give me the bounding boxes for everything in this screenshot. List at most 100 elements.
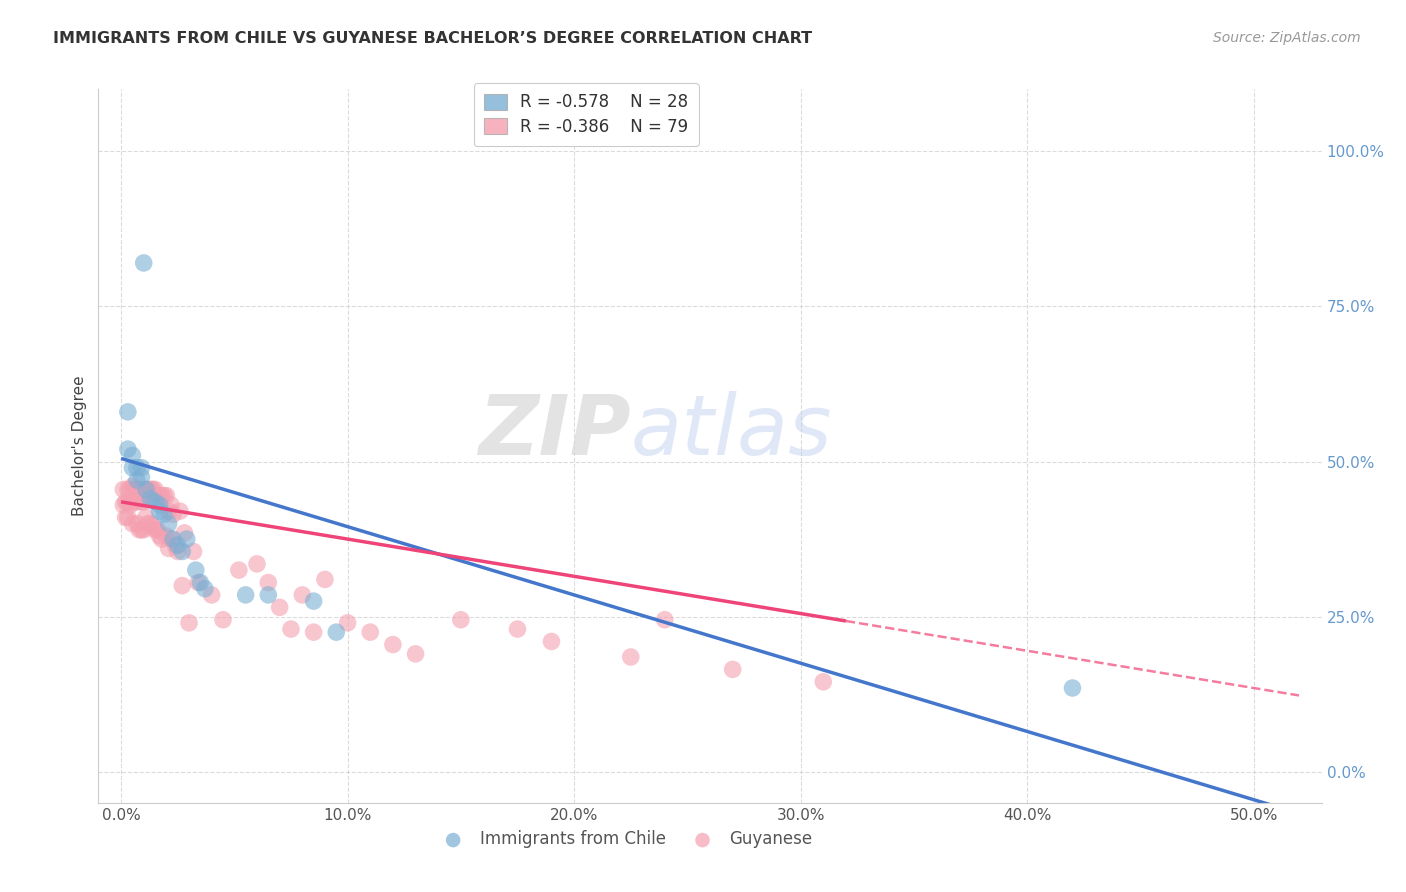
Point — [132, 523, 155, 537]
Point — [155, 489, 177, 503]
Point — [121, 491, 143, 506]
Point — [1062, 681, 1084, 695]
Point — [169, 504, 191, 518]
Point — [381, 638, 404, 652]
Point — [117, 495, 139, 509]
Point — [654, 613, 676, 627]
Point — [160, 498, 183, 512]
Point — [142, 519, 165, 533]
Point — [135, 483, 157, 497]
Point — [139, 516, 162, 531]
Point — [184, 563, 207, 577]
Text: IMMIGRANTS FROM CHILE VS GUYANESE BACHELOR’S DEGREE CORRELATION CHART: IMMIGRANTS FROM CHILE VS GUYANESE BACHEL… — [53, 31, 813, 46]
Point — [149, 489, 172, 503]
Point — [149, 498, 172, 512]
Point — [228, 563, 250, 577]
Point — [114, 510, 136, 524]
Point — [506, 622, 529, 636]
Point — [150, 489, 173, 503]
Point — [155, 529, 177, 543]
Point — [165, 538, 187, 552]
Point — [405, 647, 427, 661]
Point — [149, 504, 172, 518]
Point — [121, 460, 143, 475]
Point — [120, 483, 142, 497]
Point — [125, 460, 148, 475]
Point — [172, 544, 194, 558]
Point — [212, 613, 235, 627]
Point — [139, 483, 162, 497]
Y-axis label: Bachelor's Degree: Bachelor's Degree — [72, 376, 87, 516]
Point — [136, 483, 159, 497]
Legend: Immigrants from Chile, Guyanese: Immigrants from Chile, Guyanese — [430, 824, 818, 855]
Point — [302, 594, 325, 608]
Text: Source: ZipAtlas.com: Source: ZipAtlas.com — [1213, 31, 1361, 45]
Point — [149, 529, 172, 543]
Point — [257, 588, 280, 602]
Point — [128, 483, 150, 497]
Point — [246, 557, 269, 571]
Point — [269, 600, 291, 615]
Point — [125, 483, 148, 497]
Point — [125, 516, 148, 531]
Point — [120, 498, 142, 512]
Point — [139, 491, 162, 506]
Point — [172, 579, 194, 593]
Point — [620, 650, 643, 665]
Point — [314, 573, 336, 587]
Point — [280, 622, 302, 636]
Point — [540, 634, 562, 648]
Point — [146, 523, 169, 537]
Point — [177, 615, 200, 630]
Point — [162, 508, 184, 522]
Point — [124, 495, 146, 509]
Point — [117, 510, 139, 524]
Point — [131, 460, 153, 475]
Text: atlas: atlas — [630, 392, 832, 472]
Point — [121, 448, 143, 462]
Point — [131, 483, 153, 497]
Point — [194, 582, 217, 596]
Point — [146, 489, 169, 503]
Point — [157, 516, 180, 531]
Point — [136, 516, 159, 531]
Point — [143, 483, 166, 497]
Point — [132, 483, 155, 497]
Point — [160, 532, 183, 546]
Point — [721, 662, 744, 676]
Point — [131, 470, 153, 484]
Point — [135, 510, 157, 524]
Point — [201, 588, 224, 602]
Point — [166, 544, 188, 558]
Point — [117, 442, 139, 456]
Point — [153, 489, 176, 503]
Point — [157, 541, 180, 556]
Point — [132, 256, 155, 270]
Point — [162, 532, 184, 546]
Point — [188, 575, 212, 590]
Point — [183, 544, 205, 558]
Point — [187, 575, 209, 590]
Point — [114, 495, 136, 509]
Point — [235, 588, 257, 602]
Point — [131, 495, 153, 509]
Point — [173, 525, 195, 540]
Point — [121, 479, 143, 493]
Point — [176, 532, 198, 546]
Point — [291, 588, 314, 602]
Point — [166, 538, 188, 552]
Point — [143, 495, 166, 509]
Point — [325, 625, 347, 640]
Point — [125, 473, 148, 487]
Point — [813, 674, 835, 689]
Point — [131, 523, 153, 537]
Point — [117, 483, 139, 497]
Point — [150, 532, 173, 546]
Point — [142, 483, 165, 497]
Point — [257, 575, 280, 590]
Point — [143, 523, 166, 537]
Text: ZIP: ZIP — [478, 392, 630, 472]
Point — [128, 523, 150, 537]
Point — [132, 495, 155, 509]
Point — [153, 508, 176, 522]
